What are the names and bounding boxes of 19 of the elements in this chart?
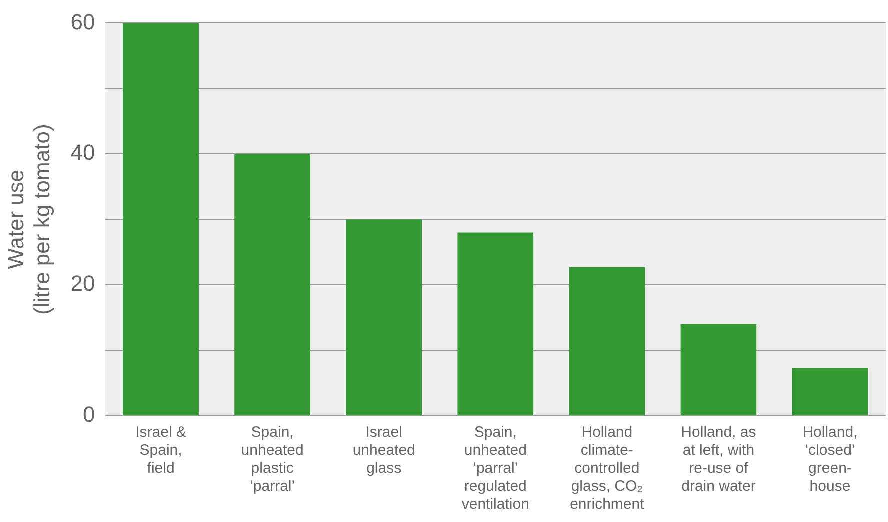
y-tick-label: 20 bbox=[70, 271, 96, 296]
x-tick-label: Holland, as at left, with re-use of drain water bbox=[681, 424, 756, 496]
bar bbox=[123, 23, 199, 416]
bar bbox=[569, 267, 646, 416]
x-tick-label: Spain, unheated plastic ‘parral’ bbox=[241, 424, 304, 496]
x-tick-label: Spain, unheated ‘parral’ regulated ventilation bbox=[462, 424, 530, 514]
x-tick-label: Israel & Spain, field bbox=[136, 424, 186, 478]
bar bbox=[346, 220, 422, 416]
bar bbox=[680, 324, 757, 416]
x-tick-label: Holland, ‘closed’ green- house bbox=[802, 424, 858, 496]
y-tick-label: 0 bbox=[83, 402, 96, 428]
x-tick-label: Israel unheated glass bbox=[352, 424, 416, 478]
x-tick-label: Holland climate- controlled glass, CO₂ enrichment bbox=[570, 424, 646, 514]
y-tick-label: 60 bbox=[70, 9, 96, 34]
y-tick-label: 40 bbox=[70, 140, 96, 166]
bar bbox=[234, 154, 310, 416]
y-axis-title: Water use (litre per kg tomato) bbox=[3, 124, 55, 315]
bar bbox=[458, 232, 534, 416]
bar bbox=[792, 368, 868, 416]
